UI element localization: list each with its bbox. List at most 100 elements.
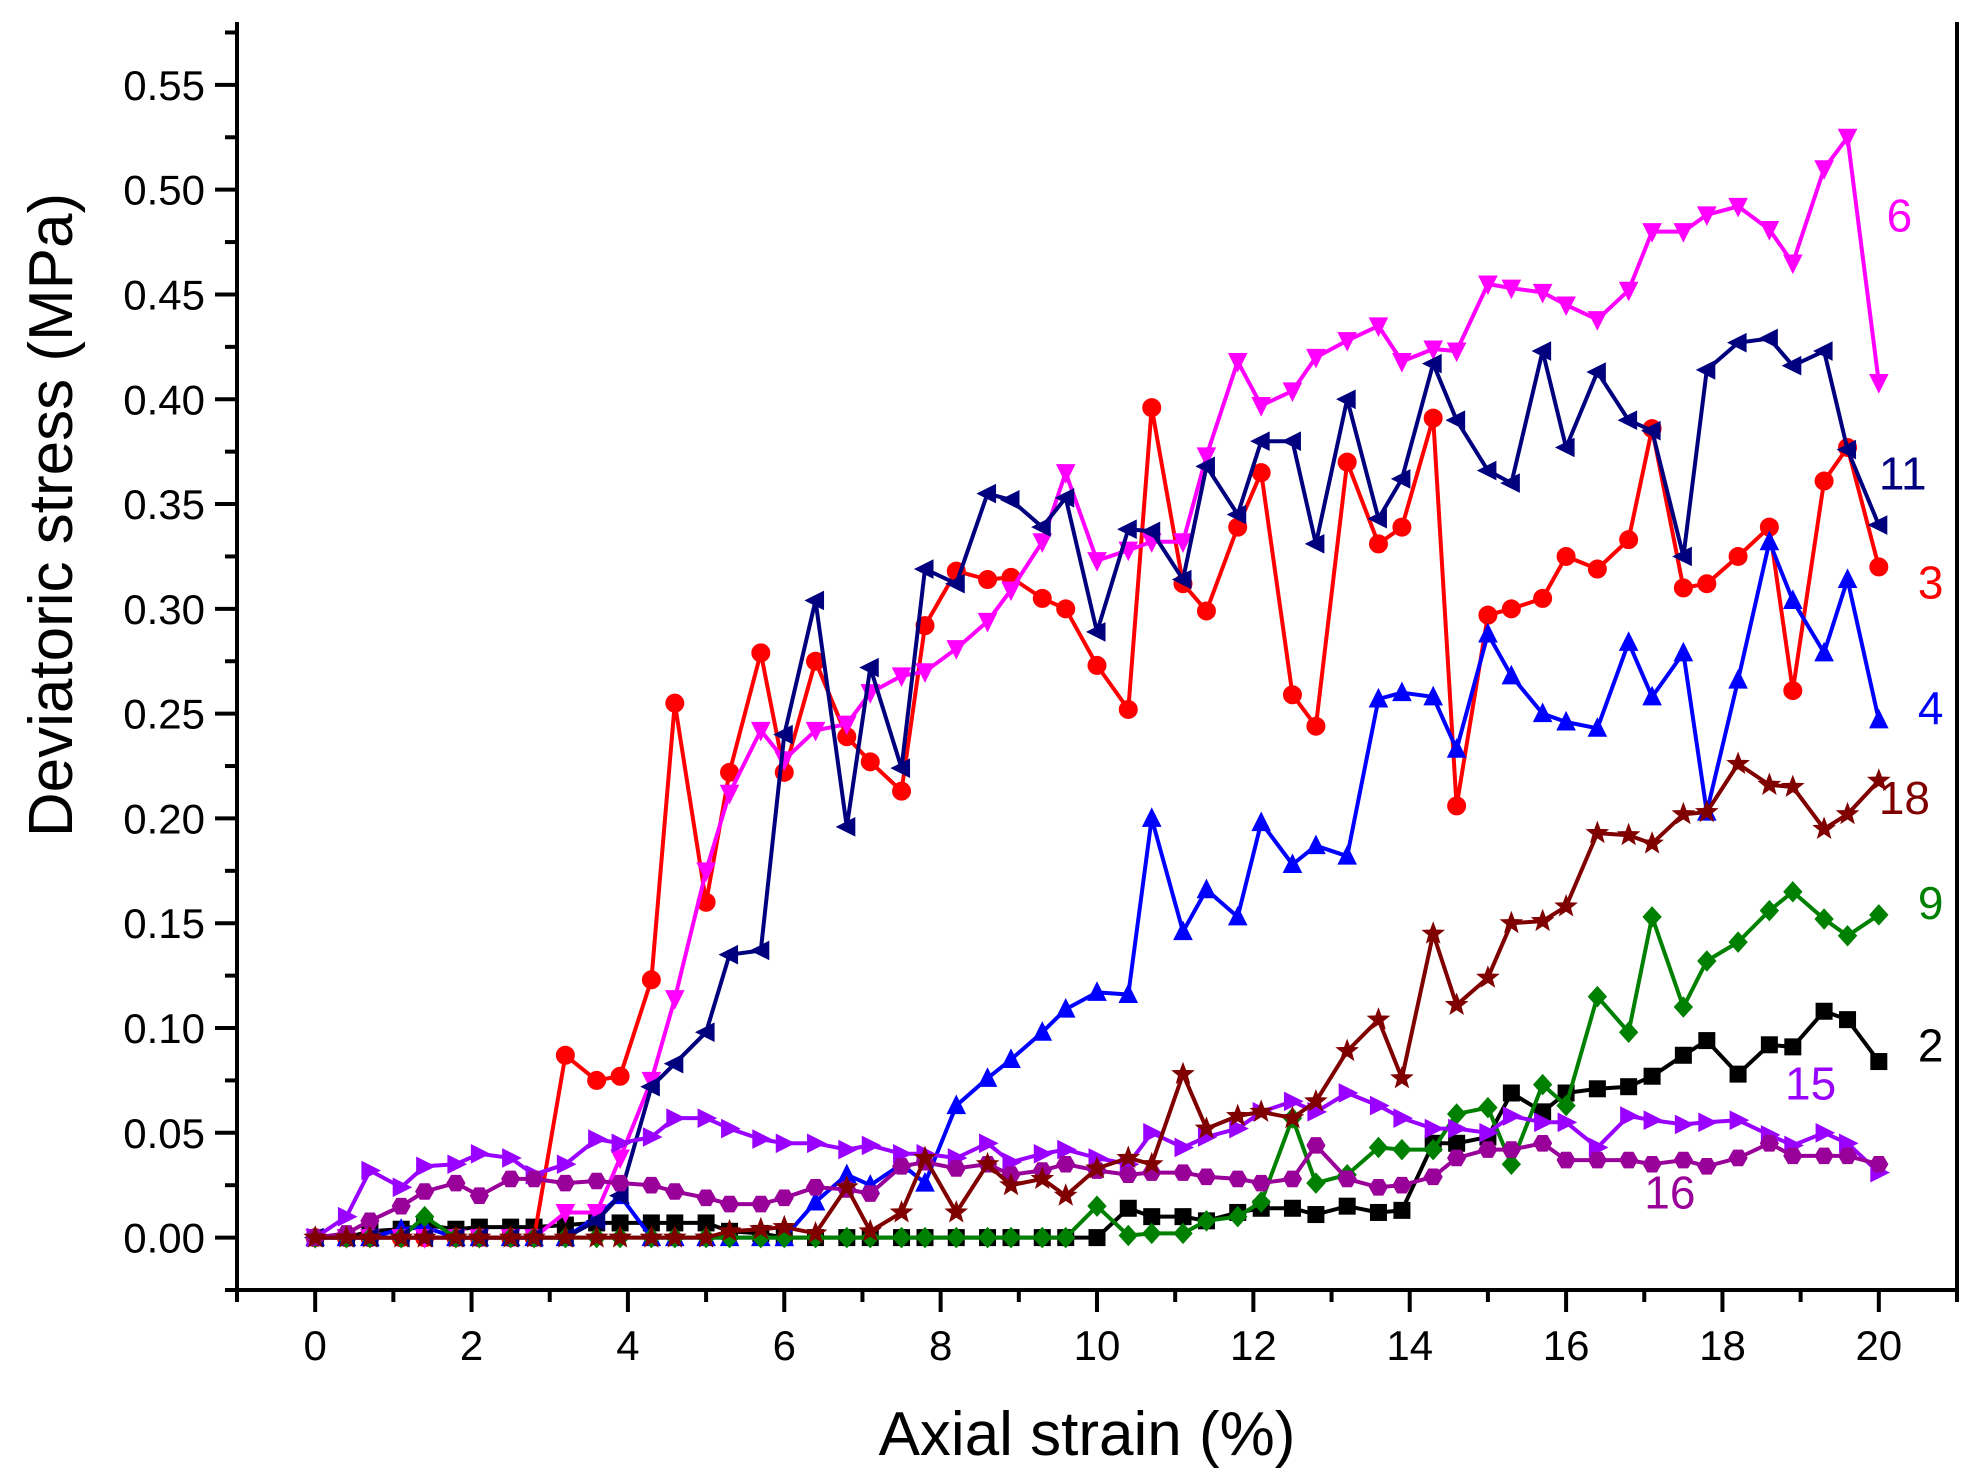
marker-triangle-right xyxy=(861,1135,882,1156)
marker-triangle-left xyxy=(773,724,793,745)
marker-triangle-down xyxy=(837,715,857,736)
series-label-6: 6 xyxy=(1887,190,1913,242)
marker-triangle-right xyxy=(979,1133,999,1154)
marker-triangle-down xyxy=(1306,348,1326,369)
marker-hexagon xyxy=(1447,1149,1467,1167)
marker-hexagon xyxy=(1228,1170,1248,1188)
marker-star xyxy=(858,1218,883,1242)
marker-triangle-left xyxy=(1250,431,1270,451)
marker-triangle-down xyxy=(1196,447,1217,467)
marker-hexagon xyxy=(751,1195,771,1213)
marker-triangle-up xyxy=(805,1190,826,1211)
marker-triangle-right xyxy=(721,1118,741,1139)
marker-triangle-left xyxy=(1554,437,1575,458)
marker-star xyxy=(522,1225,546,1248)
marker-triangle-down xyxy=(1227,353,1248,373)
marker-circle xyxy=(1056,599,1076,619)
marker-triangle-up xyxy=(1118,983,1139,1003)
marker-triangle-down xyxy=(719,784,740,805)
marker-triangle-left xyxy=(835,817,856,837)
marker-star xyxy=(772,1214,797,1238)
marker-square xyxy=(1393,1201,1411,1219)
marker-triangle-down xyxy=(805,721,826,742)
series-label-4: 4 xyxy=(1918,682,1944,734)
marker-star xyxy=(913,1145,937,1169)
marker-star xyxy=(553,1225,578,1248)
marker-star xyxy=(1476,965,1500,988)
marker-star xyxy=(358,1225,382,1248)
marker-triangle-down xyxy=(891,667,912,688)
marker-circle xyxy=(665,693,685,713)
marker-triangle-up xyxy=(1141,807,1162,827)
marker-square xyxy=(1839,1011,1857,1029)
marker-circle xyxy=(1697,574,1717,594)
marker-square xyxy=(1283,1199,1301,1217)
x-tick-label: 18 xyxy=(1699,1322,1746,1369)
marker-triangle-down xyxy=(1337,332,1357,352)
y-tick-label: 0.35 xyxy=(123,481,205,528)
marker-triangle-up xyxy=(1306,834,1326,855)
marker-star xyxy=(1444,992,1469,1016)
marker-star xyxy=(1866,768,1891,791)
marker-triangle-up xyxy=(1618,631,1639,651)
marker-triangle-left xyxy=(1117,519,1137,540)
marker-triangle-down xyxy=(1728,197,1748,218)
marker-diamond xyxy=(1556,1094,1576,1117)
marker-diamond xyxy=(837,1226,857,1249)
marker-hexagon xyxy=(1814,1147,1834,1165)
marker-circle xyxy=(1556,546,1576,566)
marker-triangle-up xyxy=(1251,811,1271,832)
marker-triangle-down xyxy=(1587,311,1608,331)
marker-triangle-down xyxy=(1423,340,1443,361)
x-tick-label: 16 xyxy=(1543,1322,1590,1369)
marker-triangle-right xyxy=(1424,1118,1445,1139)
marker-hexagon xyxy=(415,1183,435,1200)
marker-triangle-left xyxy=(718,944,739,965)
marker-hexagon xyxy=(1478,1141,1498,1158)
marker-triangle-down xyxy=(1556,296,1576,317)
marker-triangle-up xyxy=(1587,717,1608,737)
marker-diamond xyxy=(1087,1195,1107,1217)
marker-star xyxy=(803,1220,828,1244)
marker-triangle-right xyxy=(1557,1112,1578,1133)
series-label-9: 9 xyxy=(1918,877,1944,929)
marker-triangle-left xyxy=(585,1211,606,1231)
marker-square xyxy=(1174,1208,1192,1226)
series-label-2: 2 xyxy=(1918,1020,1944,1072)
marker-hexagon xyxy=(446,1174,466,1192)
marker-triangle-down xyxy=(665,990,685,1010)
marker-star xyxy=(334,1225,359,1248)
marker-hexagon xyxy=(1306,1137,1326,1154)
y-tick-label: 0.30 xyxy=(123,586,205,633)
y-tick-label: 0.50 xyxy=(123,167,205,214)
marker-hexagon xyxy=(774,1189,794,1207)
marker-hexagon xyxy=(1728,1149,1748,1167)
marker-triangle-right xyxy=(1369,1095,1390,1116)
marker-square xyxy=(1338,1197,1356,1215)
marker-hexagon xyxy=(1673,1151,1693,1169)
marker-star xyxy=(1171,1061,1195,1085)
marker-triangle-left xyxy=(1445,410,1466,431)
marker-hexagon xyxy=(1759,1134,1779,1152)
marker-triangle-down xyxy=(1697,206,1717,226)
marker-triangle-left xyxy=(1054,487,1075,508)
marker-hexagon xyxy=(1697,1158,1717,1175)
marker-square xyxy=(1143,1208,1161,1226)
marker-star xyxy=(1499,910,1524,934)
marker-hexagon xyxy=(1368,1179,1389,1196)
marker-triangle-left xyxy=(1367,508,1387,529)
marker-star xyxy=(1335,1038,1360,1062)
marker-triangle-down xyxy=(1673,223,1694,243)
marker-triangle-up xyxy=(915,1171,935,1192)
marker-square xyxy=(1307,1206,1325,1224)
marker-triangle-down xyxy=(1814,160,1834,180)
y-axis-title: Deviatoric stress (MPa) xyxy=(17,193,86,837)
marker-hexagon xyxy=(587,1172,607,1190)
marker-star xyxy=(1053,1183,1078,1206)
marker-triangle-up xyxy=(1055,998,1076,1018)
marker-star xyxy=(1780,774,1805,798)
marker-square xyxy=(1643,1067,1661,1085)
marker-triangle-left xyxy=(976,483,997,504)
marker-circle xyxy=(610,1066,630,1086)
marker-star xyxy=(694,1225,718,1248)
